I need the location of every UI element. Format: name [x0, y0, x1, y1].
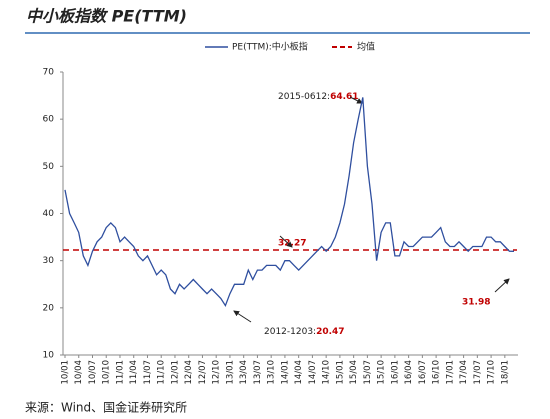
x-tick-label: 11/01	[115, 360, 125, 385]
x-tick-label: 15/01	[335, 360, 345, 385]
arrow	[233, 310, 252, 323]
x-tick-label: 13/10	[267, 360, 277, 385]
x-tick-label: 12/10	[212, 360, 222, 385]
arrow	[349, 96, 363, 104]
x-tick-label: 13/04	[239, 360, 249, 385]
y-tick-label: 10	[43, 351, 55, 361]
x-tick-label: 11/07	[143, 360, 153, 385]
x-tick-label: 11/04	[129, 360, 139, 385]
legend-label: 均值	[357, 41, 375, 53]
x-tick-label: 15/07	[363, 360, 373, 385]
x-tick-label: 18/01	[500, 360, 510, 385]
x-tick-label: 14/01	[280, 360, 290, 385]
x-tick-label: 12/07	[198, 360, 208, 385]
x-tick-label: 14/10	[322, 360, 332, 385]
x-tick-label: 16/01	[390, 360, 400, 385]
x-tick-label: 12/04	[184, 360, 194, 385]
data-line	[64, 97, 515, 308]
source: 来源：Wind、国金证券研究所	[25, 400, 187, 415]
annotation: 31.98	[462, 298, 490, 308]
x-tick-label: 14/04	[294, 360, 304, 385]
x-tick-label: 11/10	[157, 360, 167, 385]
annotation: 2012-1203:20.47	[264, 327, 345, 337]
x-tick-label: 13/07	[253, 360, 263, 385]
x-tick-label: 10/10	[102, 360, 112, 385]
x-tick-label: 10/07	[88, 360, 98, 385]
y-tick-label: 60	[43, 115, 55, 125]
x-tick-label: 10/04	[74, 360, 84, 385]
arrow	[494, 278, 510, 293]
x-tick-label: 13/01	[225, 360, 235, 385]
annotation: 2015-0612:64.61	[278, 92, 359, 102]
x-tick-label: 16/04	[404, 360, 414, 385]
x-tick-label: 17/01	[445, 360, 455, 385]
x-tick-label: 14/07	[308, 360, 318, 385]
y-tick-label: 70	[43, 68, 55, 78]
y-tick-label: 20	[43, 303, 55, 313]
chart-title: 中小板指数 PE(TTM)	[26, 7, 187, 26]
x-tick-label: 17/07	[473, 360, 483, 385]
reference-label: 32.27	[278, 239, 306, 249]
x-tick-label: 15/10	[377, 360, 387, 385]
y-tick-label: 40	[43, 209, 55, 219]
legend-label: PE(TTM):中小板指	[232, 41, 308, 53]
y-tick-label: 50	[43, 162, 55, 172]
x-tick-label: 17/04	[459, 360, 469, 385]
x-tick-label: 16/10	[432, 360, 442, 385]
x-tick-label: 15/04	[349, 360, 359, 385]
x-tick-label: 17/10	[487, 360, 497, 385]
x-tick-label: 16/07	[418, 360, 428, 385]
x-tick-label: 12/01	[170, 360, 180, 385]
x-tick-label: 10/01	[61, 360, 71, 385]
arrow	[279, 235, 293, 248]
y-tick-label: 30	[43, 256, 55, 266]
